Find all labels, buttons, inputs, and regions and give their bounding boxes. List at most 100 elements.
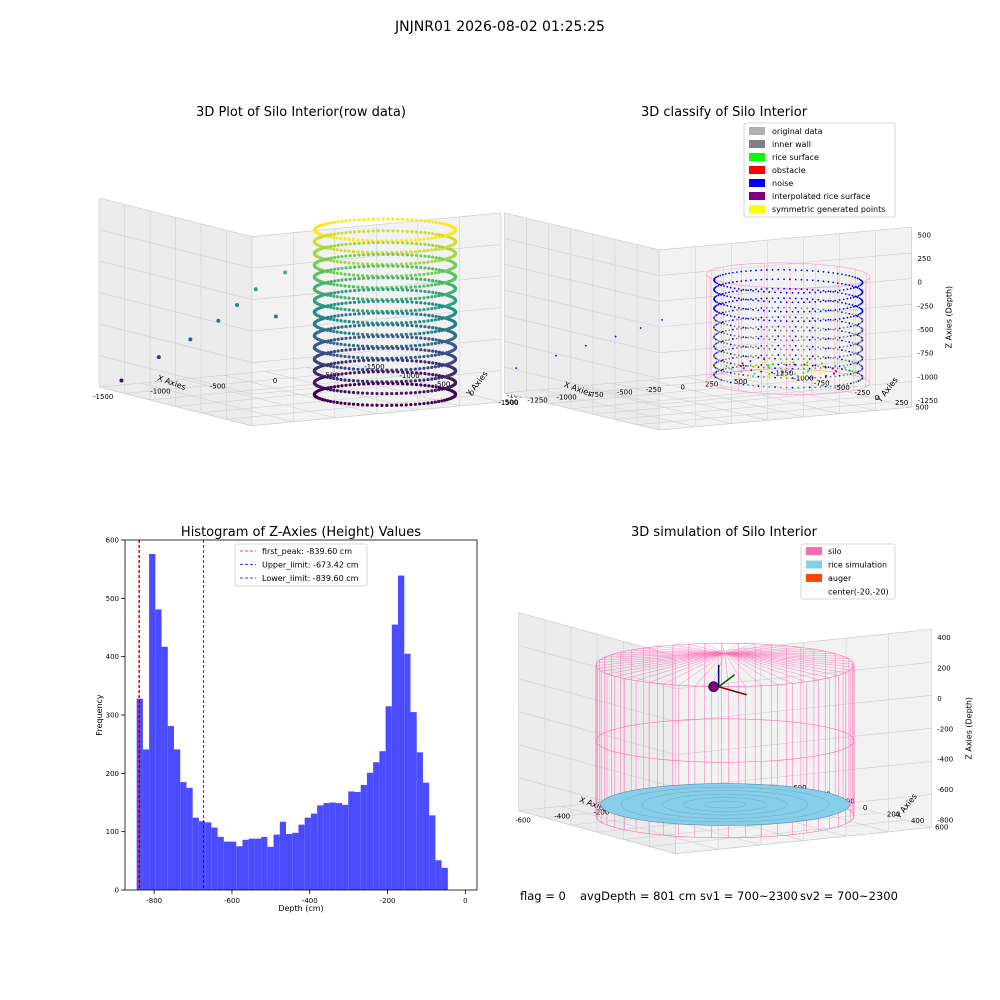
raw-point xyxy=(440,269,445,273)
raw-point xyxy=(356,320,360,324)
classified-point xyxy=(717,284,720,287)
raw-point xyxy=(414,253,419,258)
raw-point xyxy=(409,285,413,289)
classified-point xyxy=(733,372,736,375)
raw-point xyxy=(419,301,423,305)
raw-point xyxy=(352,277,357,281)
raw-y-tick-label: 0 xyxy=(470,390,474,398)
raw-point xyxy=(431,255,435,259)
legend-swatch xyxy=(749,127,765,135)
classify-y-tick-label: 250 xyxy=(895,399,908,407)
classified-point xyxy=(819,376,822,379)
histogram-bar xyxy=(211,827,218,890)
classified-point xyxy=(817,270,820,273)
raw-x-tick-label: -1000 xyxy=(150,388,170,396)
raw-point xyxy=(343,378,347,382)
raw-point xyxy=(401,288,405,292)
raw-point xyxy=(430,307,434,311)
raw-point xyxy=(423,301,427,305)
raw-point xyxy=(426,366,430,370)
histogram-bar xyxy=(236,846,243,890)
classified-point xyxy=(859,331,862,334)
raw-point xyxy=(366,382,371,386)
raw-point xyxy=(332,400,336,404)
raw-point xyxy=(419,277,423,281)
silo-wire xyxy=(786,645,801,648)
silo-roof-wire xyxy=(657,646,726,654)
classified-point xyxy=(788,306,791,309)
sim-z-tick-label: 0 xyxy=(937,695,941,703)
simulation-3d-plot: 3D simulation of Silo Interior -600-400-… xyxy=(515,525,973,855)
classified-point xyxy=(760,316,763,319)
silo-wire xyxy=(624,829,637,833)
histogram-title: Histogram of Z-Axies (Height) Values xyxy=(181,525,421,540)
histogram-bar xyxy=(248,838,255,890)
raw-point xyxy=(433,283,437,287)
classified-point xyxy=(736,309,738,311)
classified-point xyxy=(736,347,738,349)
classified-point xyxy=(803,377,805,379)
classified-point xyxy=(733,296,736,299)
classified-point xyxy=(842,364,845,367)
outline-segment xyxy=(716,373,720,375)
raw-point xyxy=(326,386,330,390)
histogram-bar xyxy=(323,803,330,890)
silo-roof-wire xyxy=(724,653,762,686)
noise-outlier-point xyxy=(639,327,642,329)
raw-point xyxy=(434,279,438,283)
raw-point xyxy=(326,315,330,320)
silo-wire xyxy=(800,722,814,726)
outline-segment xyxy=(868,278,870,280)
silo-roof-wire xyxy=(624,653,726,679)
silo-wire xyxy=(604,654,612,658)
classified-point xyxy=(774,319,776,322)
raw-point xyxy=(335,271,339,275)
raw-point xyxy=(329,315,333,319)
outline-segment xyxy=(865,386,868,388)
silo-roof-wire xyxy=(724,651,826,654)
raw-point xyxy=(427,219,431,224)
raw-point xyxy=(326,221,330,226)
classified-point xyxy=(797,348,800,351)
raw-point xyxy=(362,311,366,316)
raw-point xyxy=(357,300,361,304)
classified-point xyxy=(794,325,797,328)
histogram-bar xyxy=(398,575,405,890)
classified-point xyxy=(733,287,736,290)
classified-point xyxy=(777,306,780,309)
classified-point xyxy=(844,274,847,276)
classified-point xyxy=(752,308,755,311)
raw-point xyxy=(329,338,333,342)
raw-point xyxy=(347,284,351,288)
raw-point xyxy=(351,249,356,254)
histogram-bar xyxy=(142,749,150,890)
silo-wire xyxy=(595,816,598,820)
raw-point xyxy=(335,295,339,299)
classified-point xyxy=(745,289,747,292)
classified-point xyxy=(832,281,835,284)
classified-point xyxy=(791,301,794,304)
raw-point xyxy=(409,332,413,336)
raw-point xyxy=(413,296,417,301)
raw-point xyxy=(344,266,348,270)
raw-point xyxy=(391,370,395,374)
classified-point xyxy=(808,291,811,294)
classify-z-tick-label: -500 xyxy=(918,326,934,334)
raw-point xyxy=(433,247,437,251)
classified-point xyxy=(858,278,861,281)
classified-point xyxy=(745,355,747,358)
raw-point xyxy=(418,237,422,242)
outline-segment xyxy=(736,370,742,372)
silo-roof-wire xyxy=(694,653,726,687)
raw-point xyxy=(414,289,419,293)
classified-point xyxy=(841,358,843,361)
raw-point xyxy=(437,385,442,390)
classified-point xyxy=(731,338,734,340)
raw-point xyxy=(440,315,445,320)
classified-point xyxy=(723,322,726,325)
raw-point xyxy=(391,334,395,339)
raw-point xyxy=(326,245,330,249)
classified-point xyxy=(729,296,732,298)
classified-point xyxy=(723,285,726,287)
classified-point xyxy=(848,284,851,287)
